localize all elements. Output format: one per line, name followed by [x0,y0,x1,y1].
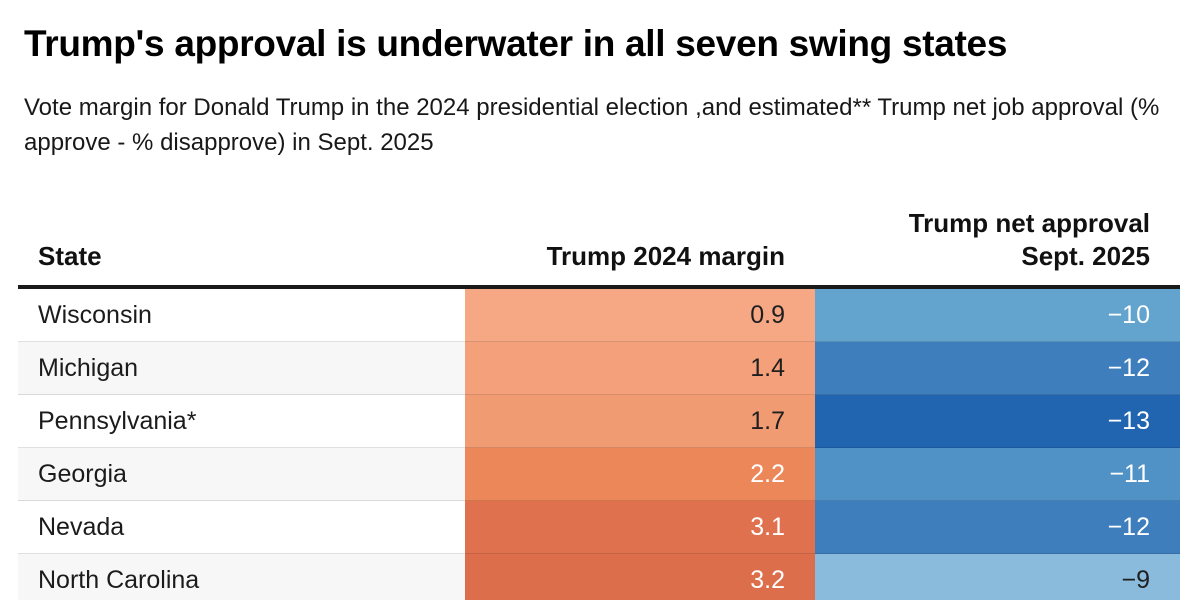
column-header-state: State [38,241,102,271]
table-body: Wisconsin 0.9 −10 Michigan 1.4 −12 Pennsylvani… [18,289,1180,600]
state-cell: Wisconsin [18,289,465,342]
column-header-approval-line2: Sept. 2025 [1021,241,1150,271]
approval-cell: −12 [815,342,1180,395]
table-row: Pennsylvania* 1.7 −13 [18,395,1180,448]
table-row: Nevada 3.1 −12 [18,501,1180,554]
state-cell: Nevada [18,501,465,554]
approval-cell: −12 [815,501,1180,554]
approval-cell: −9 [815,554,1180,600]
table-row: Wisconsin 0.9 −10 [18,289,1180,342]
state-cell: North Carolina [18,554,465,600]
table-header-row: State Trump 2024 margin Trump net approv… [18,160,1180,289]
swing-states-table: State Trump 2024 margin Trump net approv… [18,160,1180,600]
margin-cell: 2.2 [465,448,815,501]
state-cell: Georgia [18,448,465,501]
approval-cell: −11 [815,448,1180,501]
chart-subtitle: Vote margin for Donald Trump in the 2024… [24,94,1160,156]
approval-cell: −10 [815,289,1180,342]
state-cell: Michigan [18,342,465,395]
chart-title: Trump's approval is underwater in all se… [24,23,1008,64]
margin-cell: 3.1 [465,501,815,554]
column-header-approval: Trump net approval Sept. 2025 [815,207,1180,285]
column-header-approval-line1: Trump net approval [908,208,1150,238]
state-cell: Pennsylvania* [18,395,465,448]
table-row: North Carolina 3.2 −9 [18,554,1180,600]
column-header-margin: Trump 2024 margin [546,241,785,271]
margin-cell: 0.9 [465,289,815,342]
approval-cell: −13 [815,395,1180,448]
margin-cell: 1.7 [465,395,815,448]
margin-cell: 3.2 [465,554,815,600]
margin-cell: 1.4 [465,342,815,395]
table-row: Michigan 1.4 −12 [18,342,1180,395]
table-row: Georgia 2.2 −11 [18,448,1180,501]
